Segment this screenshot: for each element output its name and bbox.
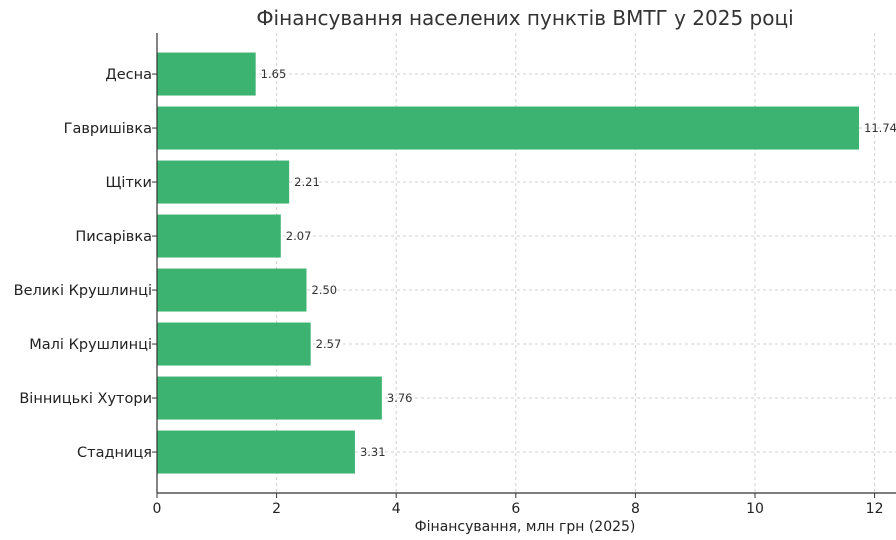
chart-title: Фінансування населених пунктів ВМТГ у 20… — [256, 6, 793, 30]
bar — [157, 376, 382, 420]
value-label: 11.74 — [864, 121, 896, 135]
y-tick-label: Малі Крушлинці — [29, 337, 152, 353]
x-tick-label: 8 — [631, 501, 640, 517]
bar — [157, 268, 307, 312]
x-tick-label: 10 — [746, 501, 764, 517]
value-label: 3.31 — [360, 445, 386, 459]
x-tick-label: 12 — [866, 501, 884, 517]
grid — [157, 33, 896, 493]
axes: 0 2 4 6 8 10 12 Десна Гавришівка Щітки Писарівка Ве… — [14, 33, 896, 517]
value-label: 2.07 — [286, 229, 312, 243]
y-tick-label: Стадниця — [77, 445, 152, 461]
value-label: 2.50 — [312, 283, 338, 297]
y-tick-label: Писарівка — [75, 229, 152, 245]
bar — [157, 322, 311, 366]
value-label: 1.65 — [261, 67, 287, 81]
bar — [157, 214, 281, 258]
value-label: 2.21 — [294, 175, 320, 189]
y-tick-label: Вінницькі Хутори — [19, 391, 152, 407]
value-label: 2.57 — [316, 337, 342, 351]
x-tick-label: 6 — [511, 501, 520, 517]
y-tick-label: Гавришівка — [64, 121, 152, 137]
x-tick-label: 2 — [272, 501, 281, 517]
x-tick-label: 4 — [392, 501, 401, 517]
bar — [157, 430, 355, 474]
bar — [157, 160, 290, 204]
y-tick-label: Десна — [105, 67, 152, 83]
y-tick-label: Щітки — [105, 175, 152, 191]
x-axis-label: Фінансування, млн грн (2025) — [415, 519, 636, 535]
bar — [157, 106, 860, 150]
bars: 1.65 11.74 2.21 2.07 2.50 2.57 3.76 3.31 — [157, 52, 896, 474]
value-label: 3.76 — [387, 391, 413, 405]
bar — [157, 52, 256, 96]
x-tick-label: 0 — [153, 501, 162, 517]
y-tick-label: Великі Крушлинці — [14, 283, 152, 299]
